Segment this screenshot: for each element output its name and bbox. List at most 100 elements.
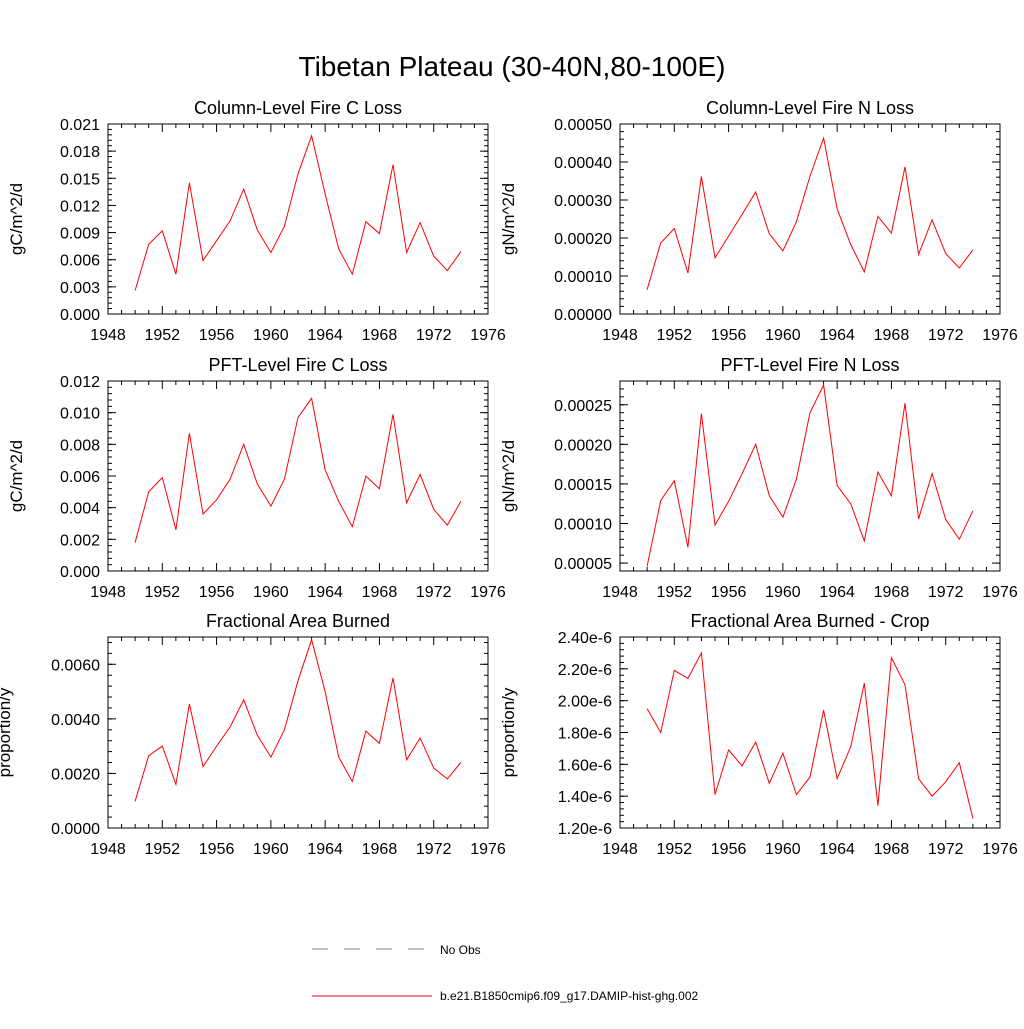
x-tick-label: 1968 bbox=[362, 841, 398, 858]
plot-frame bbox=[107, 636, 489, 829]
panel-title: Column-Level Fire C Loss bbox=[194, 98, 402, 118]
x-tick-label: 1968 bbox=[874, 584, 910, 601]
plot-frame bbox=[619, 123, 1001, 315]
series-line bbox=[134, 134, 462, 291]
series-line bbox=[646, 651, 974, 819]
x-tick-label: 1968 bbox=[874, 327, 910, 344]
y-tick-label: 0.006 bbox=[60, 253, 100, 270]
y-tick-label: 0.018 bbox=[60, 144, 100, 161]
plot-frame bbox=[107, 123, 489, 315]
y-tick-label: 0.010 bbox=[60, 406, 100, 423]
chart-panel-4: PFT-Level Fire N Loss 1948 1952 1956 1960 196… bbox=[499, 355, 1018, 601]
y-tick-label: 1.60e-6 bbox=[558, 757, 612, 774]
y-tick-label: 0.0060 bbox=[51, 657, 100, 674]
x-tick-label: 1952 bbox=[144, 327, 180, 344]
x-tick-label: 1964 bbox=[307, 841, 343, 858]
series-line bbox=[134, 397, 462, 543]
x-tick-label: 1976 bbox=[470, 327, 506, 344]
x-tick-label: 1972 bbox=[928, 327, 964, 344]
plot-frame bbox=[107, 380, 489, 572]
y-tick-label: 0.015 bbox=[60, 171, 100, 188]
x-tick-label: 1964 bbox=[819, 327, 855, 344]
y-tick-label: 0.00020 bbox=[554, 231, 612, 248]
plot-frame bbox=[619, 380, 1001, 572]
x-tick-label: 1972 bbox=[416, 584, 452, 601]
x-tick-label: 1976 bbox=[982, 327, 1018, 344]
x-tick-label: 1976 bbox=[470, 584, 506, 601]
y-tick-label: 0.0040 bbox=[51, 712, 100, 729]
chart-panel-2: Column-Level Fire N Loss 1948 1952 1956 1960… bbox=[499, 98, 1018, 344]
series-line bbox=[646, 136, 974, 290]
y-axis-label: gN/m^2/d bbox=[499, 183, 518, 255]
x-tick-label: 1968 bbox=[874, 841, 910, 858]
y-axis-label: proportion/y bbox=[0, 687, 14, 777]
x-tick-label: 1976 bbox=[470, 841, 506, 858]
figure-title: Tibetan Plateau (30-40N,80-100E) bbox=[299, 51, 726, 82]
y-tick-label: 0.00025 bbox=[554, 398, 612, 415]
panel-title: Fractional Area Burned bbox=[206, 611, 390, 631]
plot-frame bbox=[619, 636, 1001, 829]
y-tick-label: 0.012 bbox=[60, 374, 100, 391]
panel-title: Fractional Area Burned - Crop bbox=[690, 611, 929, 631]
x-tick-label: 1976 bbox=[982, 841, 1018, 858]
y-tick-label: 0.000 bbox=[60, 307, 100, 324]
x-tick-label: 1956 bbox=[711, 327, 747, 344]
panel-title: PFT-Level Fire N Loss bbox=[720, 355, 899, 375]
x-tick-label: 1960 bbox=[253, 841, 289, 858]
x-tick-label: 1956 bbox=[711, 841, 747, 858]
x-tick-label: 1964 bbox=[307, 327, 343, 344]
x-tick-label: 1956 bbox=[711, 584, 747, 601]
x-tick-label: 1972 bbox=[416, 327, 452, 344]
y-tick-label: 0.003 bbox=[60, 280, 100, 297]
x-tick-label: 1964 bbox=[819, 584, 855, 601]
y-tick-label: 0.00000 bbox=[554, 307, 612, 324]
x-tick-label: 1972 bbox=[416, 841, 452, 858]
y-tick-label: 2.00e-6 bbox=[558, 694, 612, 711]
chart-panel-3: PFT-Level Fire C Loss 1948 1952 1956 1960 196… bbox=[7, 355, 506, 601]
legend: No Obs b.e21.B1850cmip6.f09_g17.DAMIP-his… bbox=[312, 943, 698, 1003]
y-tick-label: 0.008 bbox=[60, 437, 100, 454]
legend-label-no-obs: No Obs bbox=[440, 943, 481, 957]
x-tick-label: 1952 bbox=[144, 584, 180, 601]
y-axis-label: gC/m^2/d bbox=[7, 183, 26, 255]
y-tick-label: 0.009 bbox=[60, 226, 100, 243]
y-tick-label: 1.20e-6 bbox=[558, 821, 612, 838]
x-tick-label: 1960 bbox=[765, 584, 801, 601]
y-tick-label: 0.00015 bbox=[554, 477, 612, 494]
y-tick-label: 0.00040 bbox=[554, 155, 612, 172]
y-tick-label: 0.002 bbox=[60, 532, 100, 549]
y-tick-label: 0.00020 bbox=[554, 437, 612, 454]
y-tick-label: 0.004 bbox=[60, 501, 100, 518]
legend-label-model: b.e21.B1850cmip6.f09_g17.DAMIP-hist-ghg.… bbox=[440, 989, 698, 1003]
chart-panel-5: Fractional Area Burned 1948 1952 1956 1960 19… bbox=[0, 611, 506, 858]
x-tick-label: 1948 bbox=[602, 584, 638, 601]
x-tick-label: 1956 bbox=[199, 584, 235, 601]
x-tick-label: 1948 bbox=[90, 327, 126, 344]
x-tick-label: 1972 bbox=[928, 584, 964, 601]
x-tick-label: 1948 bbox=[602, 327, 638, 344]
y-tick-label: 0.00030 bbox=[554, 193, 612, 210]
x-tick-label: 1952 bbox=[656, 841, 692, 858]
y-tick-label: 1.40e-6 bbox=[558, 789, 612, 806]
x-tick-label: 1976 bbox=[982, 584, 1018, 601]
x-tick-label: 1956 bbox=[199, 327, 235, 344]
y-tick-label: 0.00005 bbox=[554, 556, 612, 573]
y-tick-label: 1.80e-6 bbox=[558, 726, 612, 743]
chart-panels: Column-Level Fire C Loss 1948 1952 1956 1960… bbox=[0, 98, 1018, 858]
x-tick-label: 1952 bbox=[656, 584, 692, 601]
x-tick-label: 1960 bbox=[253, 327, 289, 344]
y-tick-label: 0.000 bbox=[60, 564, 100, 581]
y-axis-label: proportion/y bbox=[499, 687, 518, 777]
x-tick-label: 1964 bbox=[307, 584, 343, 601]
x-tick-label: 1952 bbox=[656, 327, 692, 344]
y-tick-label: 0.00010 bbox=[554, 517, 612, 534]
y-tick-label: 0.021 bbox=[60, 117, 100, 134]
x-tick-label: 1968 bbox=[362, 327, 398, 344]
y-axis-label: gC/m^2/d bbox=[7, 440, 26, 512]
x-tick-label: 1948 bbox=[602, 841, 638, 858]
y-tick-label: 0.0000 bbox=[51, 821, 100, 838]
x-tick-label: 1948 bbox=[90, 584, 126, 601]
x-tick-label: 1960 bbox=[765, 841, 801, 858]
